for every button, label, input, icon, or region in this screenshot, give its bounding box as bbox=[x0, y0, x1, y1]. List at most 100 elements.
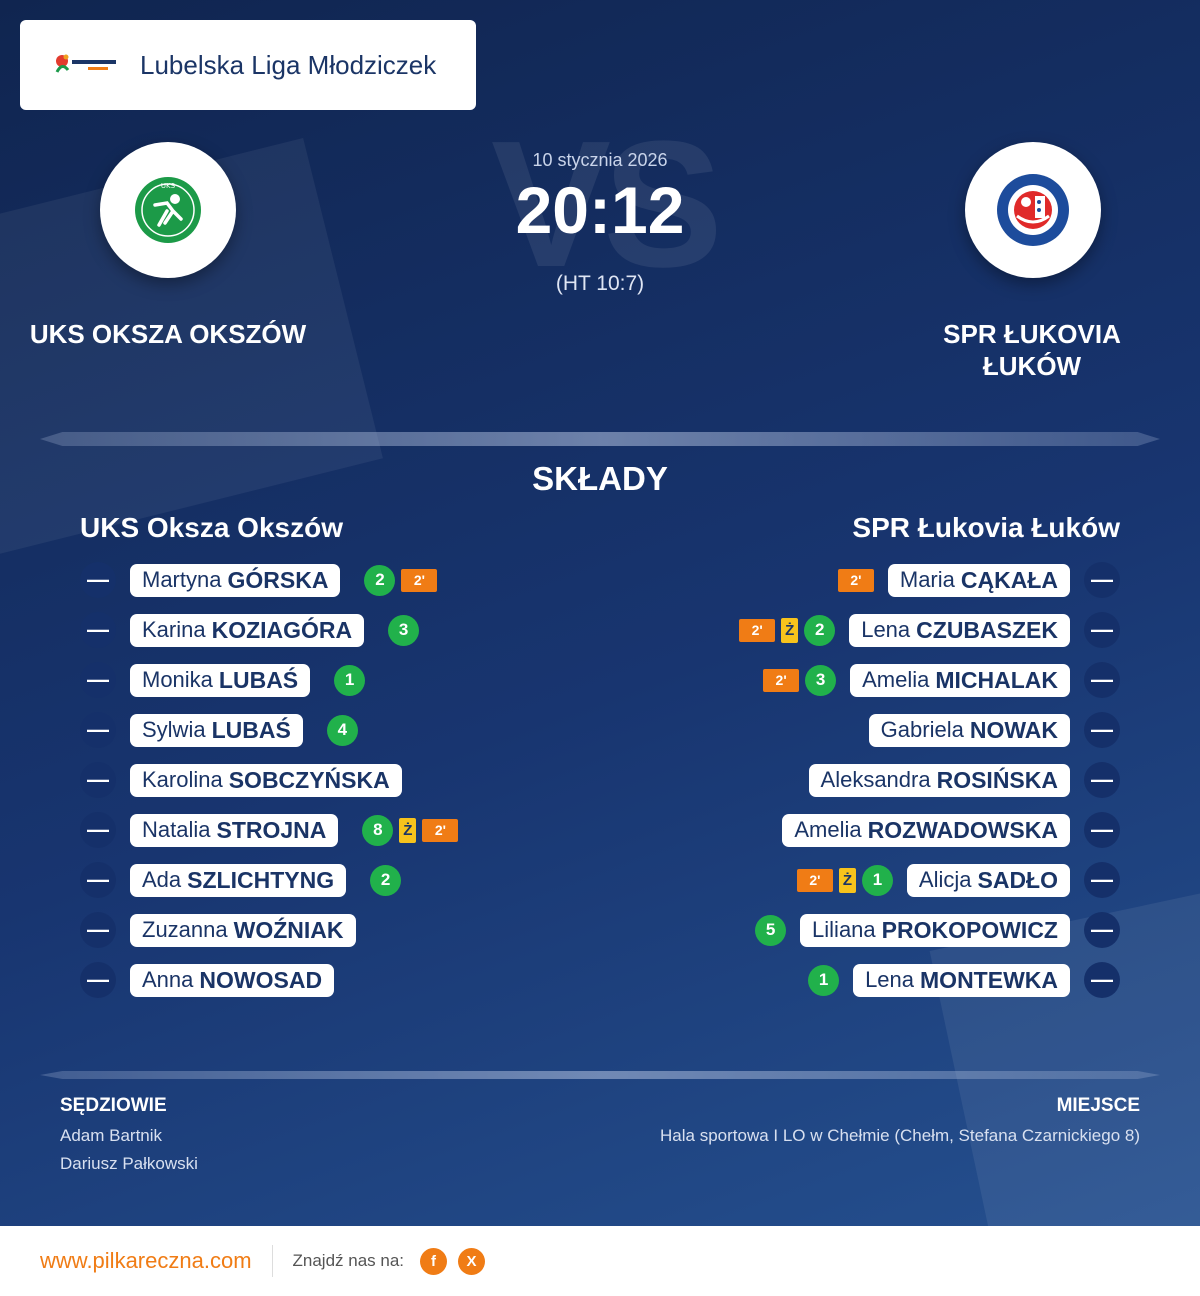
home-roster-title: UKS Oksza Okszów bbox=[80, 512, 343, 543]
player-first-name: Aleksandra bbox=[820, 767, 931, 792]
goals-badge: 1 bbox=[334, 664, 366, 696]
home-team-crest: UKS bbox=[100, 142, 236, 278]
player-row: — Gabriela NOWAK bbox=[600, 705, 1120, 755]
match-date: 10 stycznia 2026 bbox=[532, 150, 668, 170]
player-name: Martyna GÓRSKA bbox=[130, 563, 341, 597]
player-last-name: GÓRSKA bbox=[227, 566, 329, 593]
player-last-name: ROSIŃSKA bbox=[936, 766, 1058, 793]
player-name: Sylwia LUBAŚ bbox=[130, 713, 303, 747]
player-number: — bbox=[80, 612, 116, 648]
player-number: — bbox=[80, 762, 116, 798]
goals-badge: 2 bbox=[370, 864, 402, 896]
player-last-name: CĄKAŁA bbox=[960, 566, 1058, 593]
player-name: Aleksandra ROSIŃSKA bbox=[808, 763, 1070, 797]
site-link[interactable]: www.pilkareczna.com bbox=[40, 1248, 252, 1273]
footer: www.pilkareczna.com Znajdź nas na: f X bbox=[0, 1226, 1200, 1296]
player-row: — Natalia STROJNA 8 Ż 2' bbox=[80, 805, 600, 855]
uks-oksza-logo: UKS bbox=[135, 177, 201, 243]
player-name: Lena CZUBASZEK bbox=[849, 613, 1070, 647]
goals-badge: 8 bbox=[362, 814, 394, 846]
home-roster: — Martyna GÓRSKA 2 2' — Karina KOZIAGÓRA 3— Monik… bbox=[80, 555, 600, 1005]
player-row: — Amelia ROZWADOWSKA bbox=[600, 805, 1120, 855]
yellow-card-badge: Ż bbox=[399, 817, 417, 843]
player-number: — bbox=[80, 912, 116, 948]
halftime-score: (HT 10:7) bbox=[555, 272, 645, 295]
goals-badge: 5 bbox=[755, 914, 787, 946]
suspension-badge: 2' bbox=[401, 568, 438, 592]
player-row: — Ada SZLICHTYNG 2 bbox=[80, 855, 600, 905]
player-last-name: SOBCZYŃSKA bbox=[228, 766, 390, 793]
x-icon[interactable]: X bbox=[458, 1247, 486, 1275]
goals-badge: 1 bbox=[808, 964, 840, 996]
player-stats: 3 bbox=[388, 614, 420, 646]
player-first-name: Monika bbox=[142, 667, 213, 692]
player-number: — bbox=[80, 962, 116, 998]
player-name: Amelia ROZWADOWSKA bbox=[782, 813, 1070, 847]
pilkareczna-logo bbox=[54, 52, 118, 78]
player-last-name: LUBAŚ bbox=[218, 666, 299, 693]
section-divider bbox=[40, 1071, 1160, 1079]
player-number: — bbox=[80, 662, 116, 698]
lineups-title: SKŁADY bbox=[532, 460, 668, 497]
player-first-name: Liliana bbox=[812, 917, 876, 942]
player-number: — bbox=[1084, 762, 1120, 798]
player-row: — Zuzanna WOŹNIAK bbox=[80, 905, 600, 955]
section-divider bbox=[40, 432, 1160, 446]
player-number: — bbox=[1084, 662, 1120, 698]
player-name: Karolina SOBCZYŃSKA bbox=[130, 763, 402, 797]
player-row: — Karolina SOBCZYŃSKA bbox=[80, 755, 600, 805]
player-number: — bbox=[1084, 862, 1120, 898]
venue-text: Hala sportowa I LO w Chełmie (Chełm, Ste… bbox=[660, 1126, 1140, 1145]
goals-badge: 1 bbox=[861, 864, 893, 896]
yellow-card-badge: Ż bbox=[838, 867, 856, 893]
player-name: Anna NOWOSAD bbox=[130, 963, 335, 997]
player-first-name: Natalia bbox=[142, 817, 211, 842]
player-name: Maria CĄKAŁA bbox=[887, 563, 1070, 597]
player-last-name: SADŁO bbox=[977, 866, 1059, 893]
player-row: — Lena CZUBASZEK 2' Ż 2 bbox=[600, 605, 1120, 655]
player-last-name: PROKOPOWICZ bbox=[881, 916, 1058, 943]
player-first-name: Gabriela bbox=[880, 717, 964, 742]
player-number: — bbox=[80, 862, 116, 898]
player-number: — bbox=[80, 812, 116, 848]
lukovia-logo bbox=[997, 174, 1069, 246]
referees-title: SĘDZIOWIE bbox=[60, 1095, 167, 1116]
referee-name: Adam Bartnik bbox=[60, 1126, 163, 1145]
player-row: — Aleksandra ROSIŃSKA bbox=[600, 755, 1120, 805]
away-roster: — Maria CĄKAŁA 2' — Lena CZUBASZEK 2' Ż 2— Amelia M… bbox=[600, 555, 1120, 1005]
player-number: — bbox=[1084, 812, 1120, 848]
player-name: Karina KOZIAGÓRA bbox=[130, 613, 365, 647]
player-first-name: Lena bbox=[865, 967, 915, 992]
referee-name: Dariusz Pałkowski bbox=[60, 1154, 198, 1173]
player-name: Ada SZLICHTYNG bbox=[130, 863, 347, 897]
league-name: Lubelska Liga Młodziczek bbox=[140, 49, 437, 80]
player-row: — Maria CĄKAŁA 2' bbox=[600, 555, 1120, 605]
player-number: — bbox=[1084, 612, 1120, 648]
player-name: Natalia STROJNA bbox=[130, 813, 339, 847]
player-last-name: CZUBASZEK bbox=[916, 616, 1058, 643]
player-stats: 1 bbox=[334, 664, 366, 696]
match-score: 20:12 bbox=[515, 173, 685, 247]
player-last-name: SZLICHTYNG bbox=[187, 866, 335, 893]
svg-text:UKS: UKS bbox=[161, 182, 176, 190]
away-team-crest bbox=[965, 142, 1101, 278]
player-row: — Amelia MICHALAK 2' 3 bbox=[600, 655, 1120, 705]
player-first-name: Amelia bbox=[862, 667, 930, 692]
player-first-name: Ada bbox=[142, 867, 182, 892]
player-stats: 2' Ż 1 bbox=[796, 864, 893, 896]
home-team-name: UKS OKSZA OKSZÓW bbox=[29, 319, 307, 349]
goals-badge: 2 bbox=[804, 614, 836, 646]
player-stats: 2 2' bbox=[364, 564, 438, 596]
goals-badge: 3 bbox=[805, 664, 837, 696]
player-first-name: Maria bbox=[899, 567, 955, 592]
player-stats: 4 bbox=[326, 714, 358, 746]
yellow-card-badge: Ż bbox=[781, 617, 799, 643]
facebook-icon[interactable]: f bbox=[420, 1247, 448, 1275]
player-row: — Karina KOZIAGÓRA 3 bbox=[80, 605, 600, 655]
player-number: — bbox=[80, 562, 116, 598]
suspension-badge: 2' bbox=[796, 868, 833, 892]
player-stats: 2' Ż 2 bbox=[739, 614, 836, 646]
match-card: Lubelska Liga Młodziczek VS 10 stycznia … bbox=[0, 0, 1200, 1226]
player-row: — Sylwia LUBAŚ 4 bbox=[80, 705, 600, 755]
away-team-name: SPR ŁUKOVIA ŁUKÓW bbox=[943, 319, 1121, 381]
